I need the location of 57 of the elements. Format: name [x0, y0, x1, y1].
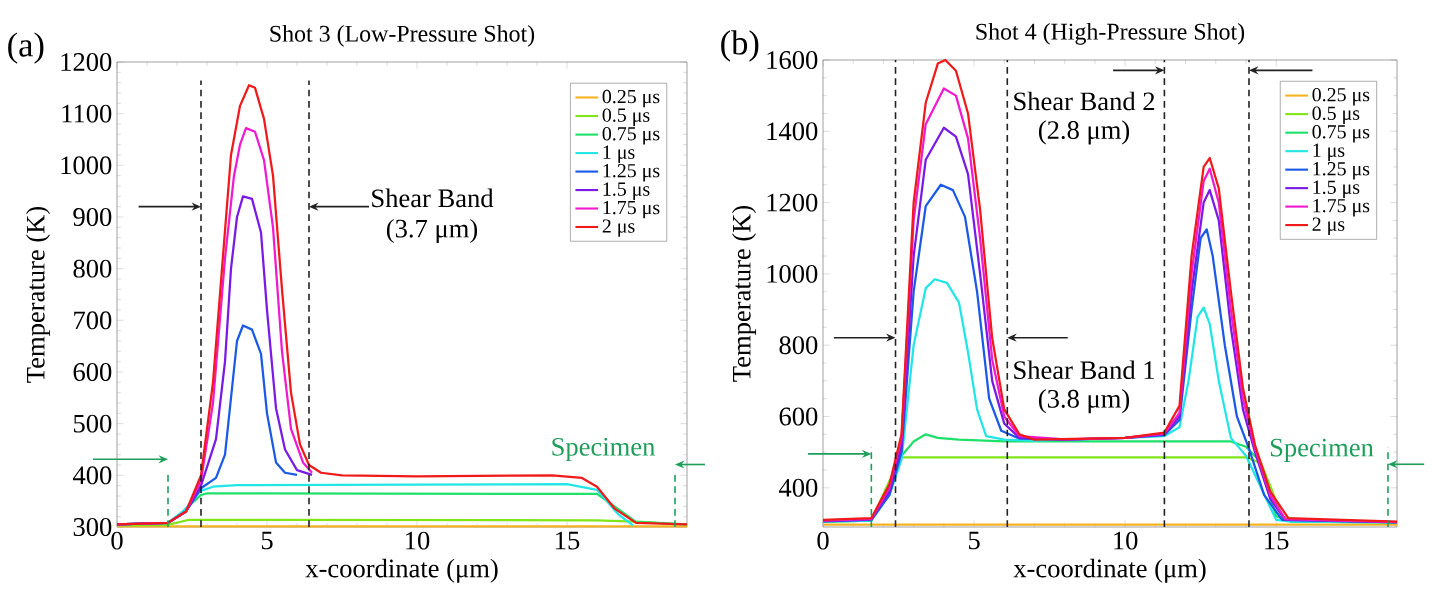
y-tick-label: 600 [73, 363, 112, 381]
x-tick-label: 10 [1114, 531, 1138, 550]
annotation: (2.8 μm) [1038, 120, 1130, 145]
x-tick-label: 5 [261, 531, 273, 550]
y-tick-label: 700 [74, 311, 112, 330]
y-tick-label: 1000 [767, 264, 818, 283]
y-axis-title: Temperature (K) [25, 206, 51, 383]
legend-label: 1.5 μs [1313, 180, 1360, 198]
y-axis-title: Temperature (K) [731, 205, 757, 382]
annotation: Specimen [1270, 438, 1374, 462]
x-axis-title: x-coordinate (μm) [1013, 558, 1206, 583]
x-axis-title: x-coordinate (μm) [305, 558, 498, 583]
legend-label: 0.5 μs [1312, 106, 1360, 124]
legend-label: 2 μs [602, 219, 635, 237]
y-tick-label: 600 [779, 407, 818, 426]
y-tick-label: 800 [779, 336, 818, 355]
annotation: Specimen [552, 437, 655, 462]
legend-label: 1.75 μs [603, 200, 660, 219]
legend-label: 0.25 μs [602, 89, 660, 108]
y-tick-label: 1200 [767, 193, 818, 212]
legend-label: 1 μs [1313, 143, 1345, 162]
annotation: (3.8 μm) [1038, 389, 1130, 414]
x-tick-label: 0 [817, 531, 829, 550]
legend-label: 1.75 μs [1313, 199, 1370, 217]
annotation: Shear Band 2 [1014, 91, 1155, 111]
y-tick-label: 400 [72, 466, 112, 485]
legend-label: 1.25 μs [603, 163, 660, 182]
legend-label: 1.5 μs [603, 182, 650, 200]
legend-label: 2 μs [1312, 217, 1345, 235]
y-tick-label: 900 [73, 208, 112, 226]
legend-label: 0.25 μs [1312, 87, 1370, 106]
y-tick-label: 400 [778, 478, 818, 497]
x-tick-label: 0 [111, 531, 123, 550]
legend-label: 1.25 μs [1313, 162, 1370, 180]
y-tick-label: 500 [74, 414, 112, 433]
legend-label: 0.5 μs [602, 108, 650, 126]
x-tick-label: 10 [406, 531, 430, 550]
y-tick-label: 1600 [767, 51, 818, 69]
x-tick-label: 5 [968, 531, 980, 550]
y-tick-label: 1100 [62, 104, 112, 123]
chart-title: Shot 3 (Low-Pressure Shot) [270, 24, 535, 47]
annotation: (3.7 μm) [386, 218, 478, 244]
y-tick-label: 1400 [767, 122, 818, 141]
legend-label: 0.75 μs [1312, 125, 1370, 143]
annotation: Shear Band [372, 188, 494, 208]
x-tick-label: 15 [556, 531, 580, 550]
y-tick-label: 1000 [61, 156, 112, 175]
chart-title: Shot 4 (High-Pressure Shot) [976, 22, 1245, 45]
y-tick-label: 300 [73, 518, 112, 536]
y-tick-label: 800 [73, 259, 112, 278]
x-tick-label: 15 [1265, 531, 1289, 550]
legend-label: 0.75 μs [602, 126, 660, 145]
annotation: Shear Band 1 [1014, 360, 1154, 380]
text: (b) [721, 30, 759, 62]
text: (a) [8, 32, 44, 64]
y-tick-label: 1200 [61, 53, 112, 71]
legend-label: 1 μs [603, 145, 635, 163]
